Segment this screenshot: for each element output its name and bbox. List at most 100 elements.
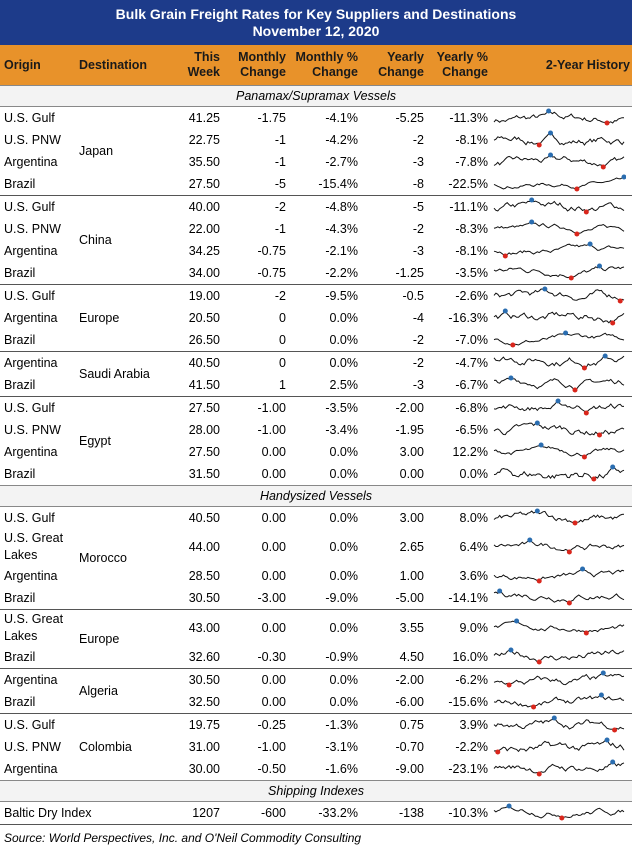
history-cell [490, 173, 632, 196]
sparkline [493, 692, 625, 709]
title-line: November 12, 2020 [252, 23, 380, 39]
data-row: Argentina 30.00 -0.50 -1.6% -9.00 -23.1% [0, 758, 632, 781]
sparkline-line [493, 131, 625, 146]
value-cell: 0.0% [288, 351, 360, 374]
value-cell: 0.0% [329, 695, 359, 709]
source: Source: World Perspectives, Inc. and O'N… [0, 824, 632, 851]
sparkline [493, 241, 625, 258]
sparkline [493, 152, 625, 169]
sparkline-line [493, 738, 625, 753]
value-cell: -9.5% [288, 284, 360, 307]
sparkline-high [548, 130, 554, 135]
value-cell: -6.00 [395, 695, 425, 709]
value-cell: -1.25 [395, 266, 425, 280]
sparkline-high [551, 715, 557, 720]
origin: U.S. Great Lakes [4, 531, 64, 562]
sparkline-line [493, 220, 625, 235]
value-cell: 0.00 [399, 467, 424, 481]
history-cell [490, 240, 632, 262]
section-row: Shipping Indexes [0, 780, 632, 802]
sparkline [493, 420, 625, 437]
sparkline-high [538, 442, 544, 447]
sparkline [493, 330, 625, 347]
destination: Colombia [75, 713, 170, 781]
sparkline [493, 803, 625, 820]
column-header-line: Monthly % [295, 50, 359, 64]
history-cell [490, 529, 632, 565]
header-row: Origin Destination This Week Monthly Change Mo… [0, 45, 632, 86]
column-header: Yearly Change [360, 45, 426, 86]
sparkline-line [493, 804, 625, 819]
value-cell: 0.00 [261, 511, 286, 525]
value-cell: 12.2% [452, 445, 488, 459]
sparkline-low [502, 253, 508, 258]
value-cell: 0.0% [329, 311, 359, 325]
value-cell: 0.0% [459, 467, 489, 481]
value-cell: 0.00 [261, 467, 286, 481]
origin: Argentina [0, 351, 75, 374]
value-cell: 0.00 [222, 609, 288, 646]
value-cell: -2.1% [325, 244, 358, 258]
sparkline [493, 108, 625, 125]
value-cell: 27.50 [188, 445, 220, 459]
column-header-line: Change [240, 65, 286, 79]
title-line: Bulk Grain Freight Rates for Key Supplie… [115, 6, 517, 22]
sparkline-high [534, 508, 540, 513]
sparkline [493, 566, 625, 583]
sparkline-low [536, 578, 542, 583]
value-cell: -8.1% [455, 244, 488, 258]
column-header-line: Change [312, 65, 358, 79]
section-title: Shipping Indexes [0, 780, 632, 802]
sparkline-high [497, 588, 503, 593]
value-cell: -3 [412, 155, 424, 169]
value-cell: 30.50 [188, 591, 220, 605]
value-cell: 0 [222, 351, 288, 374]
value-cell: -2.6% [426, 284, 490, 307]
value-cell: -1.00 [257, 740, 287, 754]
data-row: U.S. Gulf Egypt 27.50 -1.00 -3.5% -2.00 -6.8% [0, 396, 632, 486]
sparkline [493, 647, 625, 664]
sparkline-low [568, 275, 574, 280]
rates-table: Origin Destination This Week Monthly Change Mo… [0, 45, 632, 824]
history-cell [490, 736, 632, 758]
sparkline [493, 286, 625, 303]
section-title: Handysized Vessels [0, 485, 632, 507]
sparkline [493, 670, 625, 687]
destination: Japan [79, 144, 114, 158]
value-cell: -0.75 [257, 266, 287, 280]
value-cell: 3.9% [426, 713, 490, 736]
sparkline [493, 508, 625, 525]
origin: Brazil [4, 591, 36, 605]
sparkline-high [502, 308, 508, 313]
history-cell [490, 151, 632, 173]
data-row: U.S. PNW 31.00 -1.00 -3.1% -0.70 -2.2% [0, 736, 632, 758]
sparkline-high [587, 241, 593, 246]
section-row: Panamax/Supramax Vessels [0, 85, 632, 107]
value-cell: 34.00 [188, 266, 220, 280]
sparkline [493, 715, 625, 732]
section-title: Panamax/Supramax Vessels [0, 85, 632, 107]
value-cell: 30.50 [170, 668, 222, 691]
value-cell: 1207 [192, 806, 220, 820]
data-row: Brazil 26.50 0 0.0% -2 -7.0% [0, 329, 632, 352]
value-cell: 1 [279, 378, 286, 392]
value-cell: -0.25 [222, 713, 288, 736]
value-cell: -3 [412, 244, 424, 258]
origin: Argentina [4, 762, 58, 776]
value-cell: 32.60 [188, 650, 220, 664]
history-cell [490, 441, 632, 463]
data-row: U.S. Gulf Colombia 19.75 -0.25 -1.3% 0.75 3.9% [0, 713, 632, 781]
data-row: Argentina 35.50 -1 -2.7% -3 -7.8% [0, 151, 632, 173]
sparkline [493, 759, 625, 776]
sparkline [493, 130, 625, 147]
title: Bulk Grain Freight Rates for Key Supplie… [0, 0, 632, 45]
value-cell: 0.00 [261, 540, 286, 554]
origin: U.S. Gulf [0, 396, 75, 419]
sparkline-low [581, 454, 587, 459]
value-cell: 0.00 [261, 445, 286, 459]
origin: Brazil [4, 650, 36, 664]
value-cell: -15.4% [318, 177, 358, 191]
sparkline-low [597, 432, 603, 437]
sparkline-high [597, 263, 603, 268]
